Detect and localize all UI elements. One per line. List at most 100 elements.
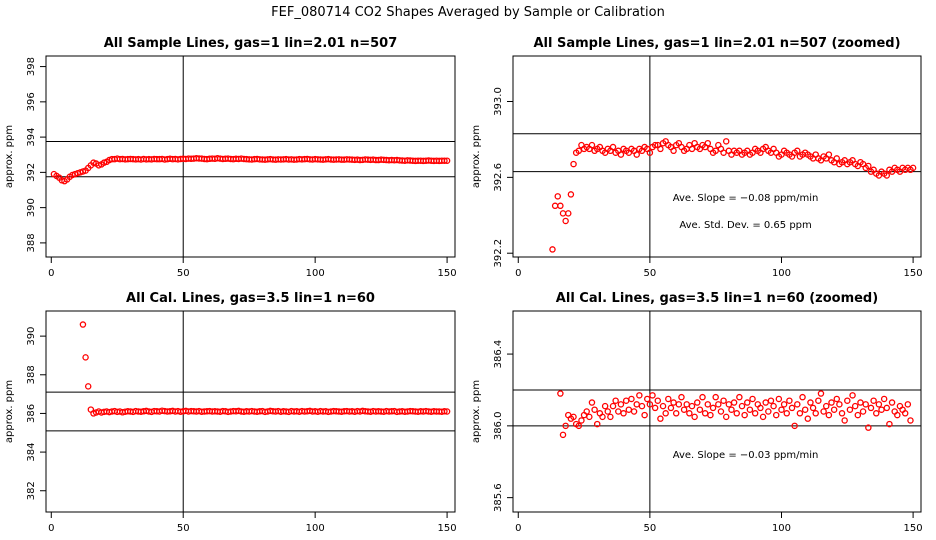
data-point	[825, 411, 833, 419]
data-point	[712, 393, 719, 401]
data-point	[609, 143, 617, 151]
data-point	[591, 406, 598, 413]
data-point	[704, 401, 712, 408]
data-point	[82, 354, 89, 361]
data-point	[717, 408, 725, 415]
data-point	[662, 410, 669, 417]
data-point	[738, 402, 746, 410]
data-point	[659, 402, 667, 410]
x-tick-label: 100	[306, 268, 325, 279]
chart-panel-2: All Sample Lines, gas=1 lin=2.01 n=507 (…	[471, 36, 923, 279]
data-point	[741, 411, 748, 419]
data-point	[830, 406, 838, 413]
data-point	[667, 404, 675, 412]
data-point	[601, 402, 609, 410]
data-point	[836, 401, 843, 408]
data-point	[828, 399, 835, 406]
data-point	[865, 424, 872, 431]
y-tick-label: 398	[26, 57, 37, 76]
data-point	[443, 408, 451, 415]
data-point	[578, 417, 585, 424]
data-point	[625, 406, 633, 413]
y-tick-label: 388	[26, 233, 37, 252]
panel-title: All Cal. Lines, gas=3.5 lin=1 n=60 (zoom…	[556, 291, 878, 306]
chart-panel-4: All Cal. Lines, gas=3.5 lin=1 n=60 (zoom…	[471, 291, 923, 534]
data-point	[851, 402, 859, 410]
y-axis-label: approx. ppm	[471, 125, 482, 188]
y-tick-label: 396	[26, 92, 37, 111]
data-point	[688, 145, 696, 153]
data-point	[554, 193, 561, 200]
data-point	[615, 408, 622, 415]
data-point	[441, 157, 448, 164]
plot-frame	[512, 55, 922, 258]
data-point	[794, 147, 801, 155]
data-point	[722, 138, 730, 145]
data-point	[786, 397, 793, 404]
y-tick-label: 386.0	[493, 412, 504, 441]
data-point	[825, 151, 833, 158]
data-point	[441, 408, 448, 415]
data-point	[833, 395, 841, 403]
x-tick-label: 50	[644, 268, 657, 279]
data-point	[901, 410, 909, 417]
data-point	[79, 321, 87, 328]
data-point	[620, 410, 627, 417]
x-tick-label: 150	[438, 523, 457, 534]
data-point	[844, 397, 851, 404]
data-point	[588, 141, 596, 149]
x-tick-label: 100	[772, 268, 791, 279]
data-point	[857, 399, 864, 406]
y-tick-label: 394	[26, 128, 37, 147]
data-point	[804, 415, 812, 422]
data-point	[720, 397, 727, 404]
data-point	[570, 413, 577, 421]
data-point	[688, 402, 696, 410]
data-point	[551, 202, 559, 210]
data-point	[707, 411, 714, 419]
data-point	[794, 401, 801, 408]
panel-title: All Sample Lines, gas=1 lin=2.01 n=507 (…	[533, 36, 900, 51]
data-point	[880, 395, 888, 403]
data-point	[865, 162, 872, 170]
y-axis-label: approx. ppm	[4, 380, 15, 443]
data-point	[709, 404, 717, 412]
data-point	[746, 406, 754, 413]
data-point	[672, 410, 680, 417]
data-point	[649, 392, 656, 399]
data-point	[744, 399, 751, 406]
data-point	[883, 172, 891, 179]
data-point	[617, 151, 625, 158]
y-tick-label: 386.4	[493, 340, 504, 369]
x-tick-label: 50	[177, 268, 190, 279]
x-tick-label: 50	[177, 523, 190, 534]
data-point	[817, 390, 825, 397]
x-tick-label: 0	[48, 523, 54, 534]
y-tick-label: 384	[26, 443, 37, 462]
data-point	[775, 395, 783, 403]
data-point	[772, 411, 780, 419]
y-axis-label: approx. ppm	[4, 125, 15, 188]
data-point	[883, 404, 891, 412]
data-point	[575, 147, 583, 155]
panel-title: All Sample Lines, gas=1 lin=2.01 n=507	[104, 36, 398, 51]
data-point	[604, 408, 612, 415]
data-point	[712, 147, 719, 155]
data-point	[846, 406, 854, 413]
y-tick-label: 393.0	[493, 87, 504, 116]
data-point	[888, 399, 896, 406]
data-point	[749, 395, 756, 403]
data-point	[815, 397, 822, 404]
data-point	[783, 410, 791, 417]
data-point	[807, 399, 814, 406]
data-point	[443, 157, 451, 164]
y-tick-label: 390	[26, 198, 37, 217]
y-tick-label: 392.6	[493, 163, 504, 192]
data-point	[704, 139, 712, 147]
data-point	[838, 410, 846, 417]
data-point	[670, 147, 677, 155]
data-point	[696, 406, 704, 413]
data-point	[607, 413, 614, 421]
data-point	[567, 191, 575, 198]
